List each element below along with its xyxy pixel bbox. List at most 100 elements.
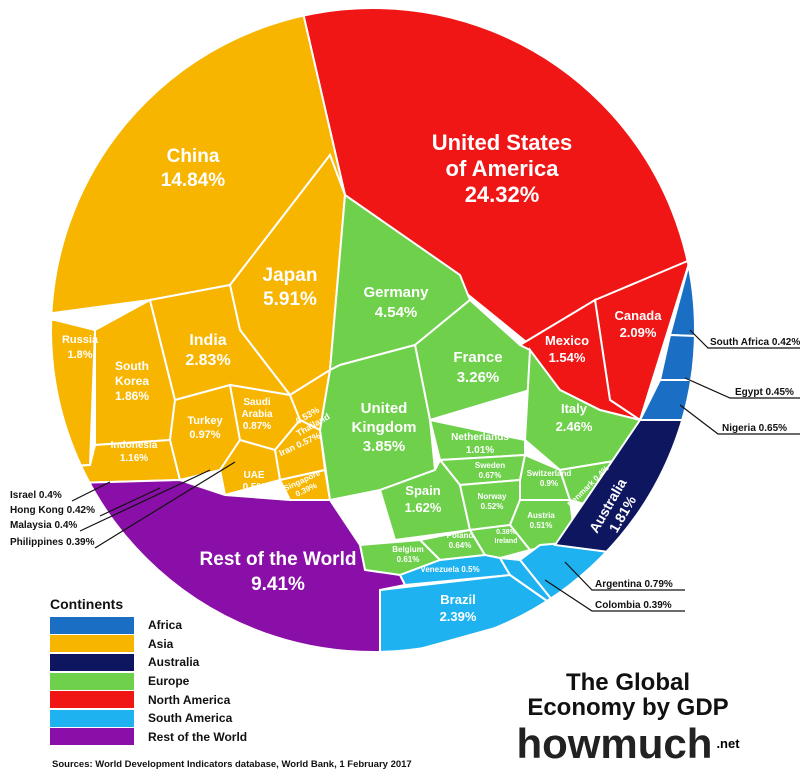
cell-label-line: Venezuela 0.5% <box>420 565 479 574</box>
callout-line-egypt <box>684 377 800 399</box>
cell-label-canada: Canada 2.09% <box>615 308 663 340</box>
cell-russia <box>51 319 97 472</box>
logo-much: much <box>600 720 713 767</box>
callout-label-nigeria: Nigeria 0.65% <box>722 423 787 434</box>
cell-label-venezuela: Venezuela 0.5% <box>420 565 479 574</box>
cell-label-line: Kingdom <box>352 419 417 436</box>
cell-label-line: Austria <box>527 511 555 520</box>
callout-line-malaysia <box>79 469 211 532</box>
cell-label-spain: Spain 1.62% <box>405 483 442 515</box>
cell-label-mexico: Mexico 1.54% <box>545 333 589 365</box>
cell-label-line: United States <box>432 130 573 155</box>
cell-label-line: Spain <box>405 483 440 498</box>
cell-label-line: China <box>167 146 220 167</box>
cell-label-line: 3.26% <box>457 369 500 386</box>
cell-label-line: 9.41% <box>251 574 305 595</box>
cell-label-line: 1.62% <box>405 500 442 515</box>
cell-label-uk: United Kingdom 3.85% <box>352 400 417 455</box>
cell-label-poland: Poland 0.64% <box>447 531 474 550</box>
cell-label-sweden: Sweden 0.67% <box>475 461 505 480</box>
cell-label-line: Japan <box>263 265 318 286</box>
cell-label-turkey: Turkey 0.97% <box>187 415 223 441</box>
cell-label-line: Korea <box>115 374 149 388</box>
legend-swatch <box>50 653 134 671</box>
legend-label: Europe <box>148 674 190 689</box>
cell-label-line: Ireland <box>495 538 518 545</box>
legend-label: Asia <box>148 636 174 651</box>
cell-label-line: 2.39% <box>440 609 477 624</box>
legend-swatch <box>50 691 134 709</box>
cell-label-norway: Norway 0.52% <box>478 492 507 511</box>
cell-label-line: 0.64% <box>449 541 472 550</box>
cell-label-saudi: Saudi Arabia 0.87% <box>241 397 273 432</box>
legend-swatch <box>50 616 134 634</box>
cell-label-germany: Germany 4.54% <box>363 284 429 321</box>
cell-label-line: Canada <box>615 308 663 323</box>
callout-label-south_africa: South Africa 0.42% <box>710 337 800 348</box>
legend-label: Rest of the World <box>148 729 248 744</box>
cell-label-line: 14.84% <box>161 170 226 191</box>
cell-label-rest: Rest of the World 9.41% <box>200 549 357 595</box>
callout-label-hong_kong: Hong Kong 0.42% <box>10 505 95 516</box>
callout-label-egypt: Egypt 0.45% <box>735 387 794 398</box>
brand-block: The Global Economy by GDP howmuch .net <box>478 670 778 766</box>
callout-line-philippines <box>94 461 236 549</box>
callout-label-argentina: Argentina 0.79% <box>595 579 673 590</box>
cell-label-line: Rest of the World <box>200 549 357 570</box>
legend-label: Australia <box>148 655 200 670</box>
legend-item-north-america: North America <box>50 690 350 709</box>
cell-label-line: Mexico <box>545 333 589 348</box>
cell-label-line: 0.87% <box>243 421 271 432</box>
cell-label-line: 2.83% <box>185 352 230 369</box>
logo-how: how <box>516 720 601 767</box>
cell-label-line: 2.46% <box>556 419 593 434</box>
cell-southafrica <box>668 253 695 342</box>
cell-label-line: United <box>361 400 408 417</box>
legend-swatch <box>50 728 134 746</box>
legend-swatch <box>50 709 134 727</box>
cell-label-line: Belgium <box>392 545 424 554</box>
cell-label-line: 0.67% <box>479 471 502 480</box>
callout-line-hong_kong <box>99 487 161 517</box>
chart-title-line1: The Global <box>565 669 690 696</box>
source-note: Sources: World Development Indicators da… <box>52 759 412 770</box>
cell-label-line: 0.5% <box>243 482 266 493</box>
cell-label-line: 1.8% <box>67 349 92 361</box>
cell-label-line: 3.85% <box>363 438 406 455</box>
chart-outline <box>50 7 696 653</box>
cell-label-line: 4.54% <box>375 304 418 321</box>
cell-label-line: Netherlands <box>451 432 509 443</box>
cell-label-switzerland: Switzerland 0.9% <box>527 469 572 488</box>
legend-item-south-america: South America <box>50 709 350 728</box>
legend-item-europe: Europe <box>50 672 350 691</box>
cell-ireland <box>468 523 532 560</box>
logo-net: .net <box>716 736 740 751</box>
cell-label-india: India 2.83% <box>185 332 230 369</box>
legend-item-africa: Africa <box>50 616 350 635</box>
cell-label-line: of America <box>446 156 560 181</box>
cell-label-uae: UAE 0.5% <box>243 470 266 493</box>
cell-label-austria: Austria 0.51% <box>527 511 555 530</box>
cell-label-line: Switzerland <box>527 469 572 478</box>
callout-line-argentina <box>564 561 685 591</box>
cell-label-line: Poland <box>447 531 474 540</box>
cell-label-line: 0.97% <box>189 429 220 441</box>
cell-label-line: 1.16% <box>120 453 148 464</box>
cell-label-line: Italy <box>561 401 588 416</box>
cell-label-china: China 14.84% <box>161 146 226 191</box>
callout-label-philippines: Philippines 0.39% <box>10 537 95 548</box>
cell-label-line: 0.38% <box>496 529 517 536</box>
cell-nigeria <box>638 379 695 432</box>
cell-label-italy: Italy 2.46% <box>556 401 593 434</box>
cell-label-line: India <box>189 332 226 349</box>
cell-label-line: South <box>115 359 149 373</box>
cell-label-line: 1.86% <box>115 389 149 403</box>
cell-label-line: Indonesia <box>111 440 158 451</box>
cell-label-line: 0.51% <box>530 521 553 530</box>
cell-label-line: 1.54% <box>549 350 586 365</box>
cell-uae <box>218 438 282 497</box>
continent-legend: Continents Africa Asia Australia Europe … <box>50 596 350 746</box>
cell-label-belgium: Belgium 0.61% <box>392 545 424 564</box>
legend-title: Continents <box>50 596 124 612</box>
cell-label-line: 2.09% <box>620 325 657 340</box>
